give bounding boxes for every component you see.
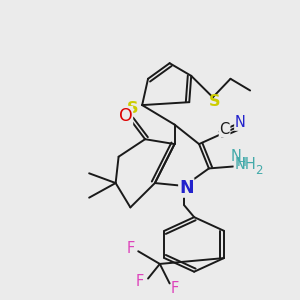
Text: F: F: [136, 274, 144, 289]
Text: N: N: [231, 149, 242, 164]
Text: C: C: [220, 122, 230, 137]
Text: N: N: [179, 179, 194, 197]
Text: O: O: [118, 107, 132, 125]
Text: F: F: [126, 241, 134, 256]
Text: S: S: [127, 100, 138, 116]
Text: H: H: [236, 156, 246, 169]
Text: N: N: [235, 115, 246, 130]
Text: 2: 2: [255, 164, 263, 177]
Text: S: S: [209, 94, 220, 109]
Text: F: F: [170, 281, 179, 296]
Text: NH: NH: [234, 157, 256, 172]
